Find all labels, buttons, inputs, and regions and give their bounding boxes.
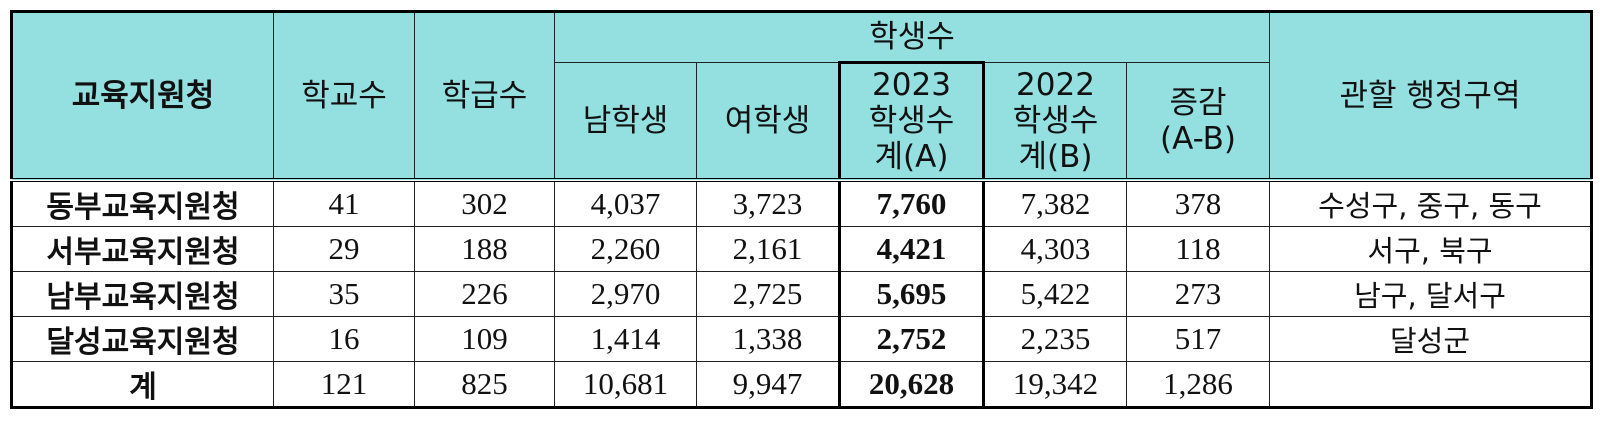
district-cell: 서부교육지원청 <box>11 226 274 272</box>
number-cell: 10,681 <box>554 361 697 408</box>
number-cell: 121 <box>273 361 415 408</box>
region-cell: 달성군 <box>1269 316 1592 362</box>
number-cell: 5,695 <box>838 271 985 317</box>
district-cell: 동부교육지원청 <box>11 179 274 227</box>
header-line: 계(A) <box>874 139 949 175</box>
header-line: 계(B) <box>1018 138 1093 175</box>
header-cell: 교육지원청 <box>11 11 274 182</box>
table-body: 동부교육지원청 41 302 4,037 3,723 7,760 7,382 378 수성구, … <box>11 179 1592 409</box>
number-cell: 16 <box>273 316 415 362</box>
table-row: 동부교육지원청 41 302 4,037 3,723 7,760 7,382 378 수성구, … <box>11 179 1592 227</box>
number-cell: 20,628 <box>838 361 985 409</box>
number-cell: 7,760 <box>838 179 985 227</box>
region-cell: 수성구, 중구, 동구 <box>1269 179 1592 227</box>
header-cell: 증감 (A-B) <box>1126 62 1270 182</box>
table-row: 계 121 825 10,681 9,947 20,628 19,342 1,286 <box>11 361 1592 409</box>
number-cell: 2,970 <box>554 271 697 317</box>
number-cell: 35 <box>273 271 415 317</box>
number-cell: 825 <box>414 361 555 408</box>
number-cell: 118 <box>1126 226 1270 272</box>
number-cell: 188 <box>414 226 555 272</box>
number-cell: 1,338 <box>696 316 840 362</box>
header-cell: 남학생 <box>554 62 697 182</box>
number-cell: 2,235 <box>983 316 1127 362</box>
number-cell: 19,342 <box>983 361 1127 408</box>
number-cell: 5,422 <box>983 271 1127 317</box>
region-cell: 남구, 달서구 <box>1269 271 1592 317</box>
region-cell: 서구, 북구 <box>1269 226 1592 272</box>
header-cell: 여학생 <box>696 62 840 182</box>
number-cell: 2,161 <box>696 226 840 272</box>
header-cell: 학생수 <box>554 11 1270 63</box>
header-cell: 2023 학생수 계(A) <box>838 61 985 182</box>
number-cell: 109 <box>414 316 555 362</box>
number-cell: 41 <box>273 179 415 227</box>
number-cell: 226 <box>414 271 555 317</box>
number-cell: 7,382 <box>983 179 1127 227</box>
table-row: 남부교육지원청 35 226 2,970 2,725 5,695 5,422 273 남구, 달… <box>11 271 1592 317</box>
table-row: 달성교육지원청 16 109 1,414 1,338 2,752 2,235 517 달성군 <box>11 316 1592 362</box>
district-cell: 남부교육지원청 <box>11 271 274 317</box>
student-table: 교육지원청 학교수 학급수 학생수 관할 행정구역 남학생 여학생 2023 학… <box>10 10 1593 409</box>
number-cell: 1,286 <box>1126 361 1270 408</box>
number-cell: 273 <box>1126 271 1270 317</box>
header-cell: 2022 학생수 계(B) <box>983 62 1127 182</box>
number-cell: 2,752 <box>838 316 985 362</box>
table-header: 교육지원청 학교수 학급수 학생수 관할 행정구역 남학생 여학생 2023 학… <box>11 11 1592 182</box>
number-cell: 3,723 <box>696 179 840 227</box>
number-cell: 4,303 <box>983 226 1127 272</box>
table-row: 서부교육지원청 29 188 2,260 2,161 4,421 4,303 118 서구, 북… <box>11 226 1592 272</box>
number-cell: 2,725 <box>696 271 840 317</box>
number-cell: 4,037 <box>554 179 697 227</box>
number-cell: 29 <box>273 226 415 272</box>
header-line: 학생수 <box>1012 102 1099 139</box>
district-cell: 계 <box>11 361 274 408</box>
header-line: (A-B) <box>1159 120 1237 157</box>
number-cell: 2,260 <box>554 226 697 272</box>
header-line: 증감 <box>1169 84 1227 121</box>
header-line: 2022 <box>1016 66 1095 103</box>
number-cell: 1,414 <box>554 316 697 362</box>
region-cell <box>1269 361 1592 408</box>
district-cell: 달성교육지원청 <box>11 316 274 362</box>
number-cell: 302 <box>414 179 555 227</box>
number-cell: 4,421 <box>838 226 985 272</box>
header-cell: 관할 행정구역 <box>1269 11 1592 182</box>
header-line: 학생수 <box>868 103 955 139</box>
number-cell: 517 <box>1126 316 1270 362</box>
header-cell: 학교수 <box>273 11 415 182</box>
number-cell: 9,947 <box>696 361 840 408</box>
header-cell: 학급수 <box>414 11 555 182</box>
header-line: 2023 <box>872 67 951 103</box>
number-cell: 378 <box>1126 179 1270 227</box>
